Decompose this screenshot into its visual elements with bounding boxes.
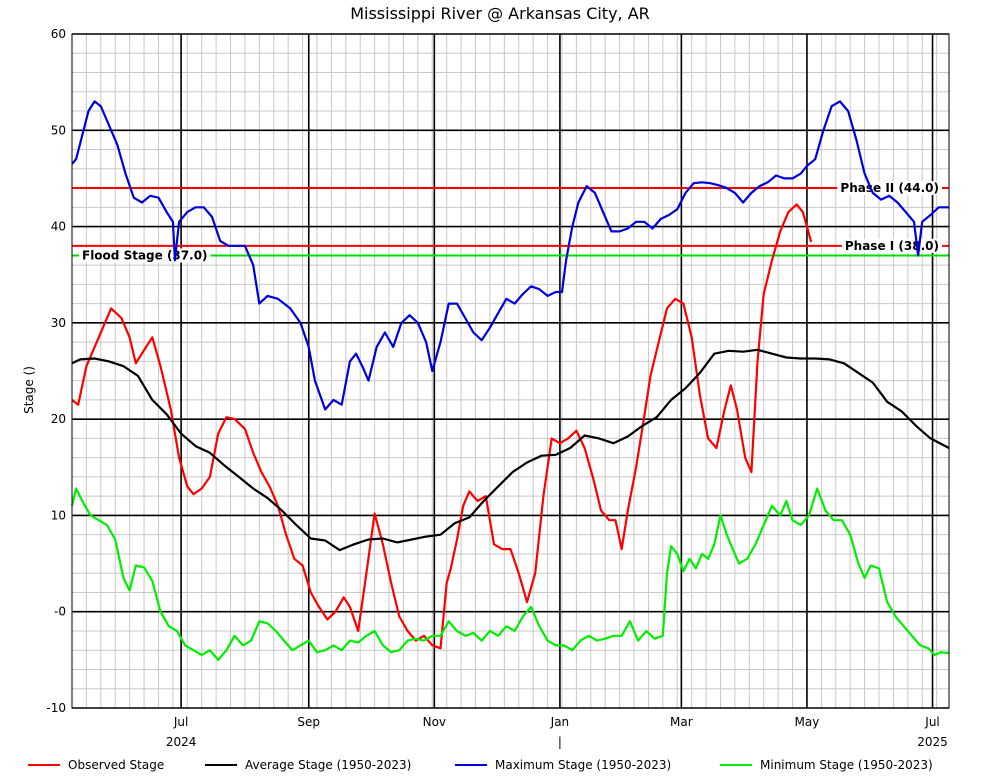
threshold-label: Phase II (44.0): [840, 181, 939, 195]
legend: Observed Stage Average Stage (1950-2023) M…: [28, 758, 933, 772]
x-tick-label: Nov: [423, 715, 446, 729]
y-axis-label: Stage (): [22, 366, 36, 414]
x-tick-label: Jul: [173, 715, 188, 729]
x-tick-year-label: 2024: [166, 735, 197, 749]
legend-entry: Minimum Stage (1950-2023): [760, 758, 933, 772]
x-tick-label: Sep: [297, 715, 320, 729]
x-tick-label: May: [795, 715, 820, 729]
legend-entry: Maximum Stage (1950-2023): [495, 758, 671, 772]
plot-frame: [71, 33, 950, 709]
series-line: [71, 100, 949, 411]
threshold-label: Flood Stage (37.0): [82, 248, 208, 262]
y-tick-label: 20: [51, 412, 66, 426]
threshold-label-bg: [837, 181, 942, 196]
y-tick-label: 10: [51, 508, 66, 522]
y-tick-label: 60: [51, 27, 66, 41]
threshold-label-bg: [79, 248, 211, 263]
x-axis-ticks: Jul 2024 Sep Nov Jan | Mar May Jul 2025: [166, 715, 948, 749]
x-tick-label: Jul: [924, 715, 939, 729]
y-tick-label: -10: [46, 701, 66, 715]
threshold-label: Phase I (38.0): [845, 239, 939, 253]
x-tick-label: Jan: [550, 715, 570, 729]
plot-area: [72, 34, 949, 708]
series-line: [71, 348, 950, 552]
legend-entry: Average Stage (1950-2023): [245, 758, 411, 772]
series-line: [70, 487, 950, 661]
x-tick-year-label: 2025: [917, 735, 948, 749]
x-tick-year-label: |: [558, 735, 562, 749]
series-line: [71, 203, 813, 650]
y-tick-label: 50: [51, 123, 66, 137]
y-tick-label: 30: [51, 316, 66, 330]
series-lines: [70, 100, 950, 661]
legend-entry: Observed Stage: [68, 758, 164, 772]
y-tick-label: -0: [54, 605, 66, 619]
x-tick-label: Mar: [670, 715, 693, 729]
y-tick-label: 40: [51, 220, 66, 234]
y-axis-ticks: 60 50 40 30 20 10 -0 -10: [46, 27, 66, 715]
chart-title: Mississippi River @ Arkansas City, AR: [350, 4, 650, 23]
